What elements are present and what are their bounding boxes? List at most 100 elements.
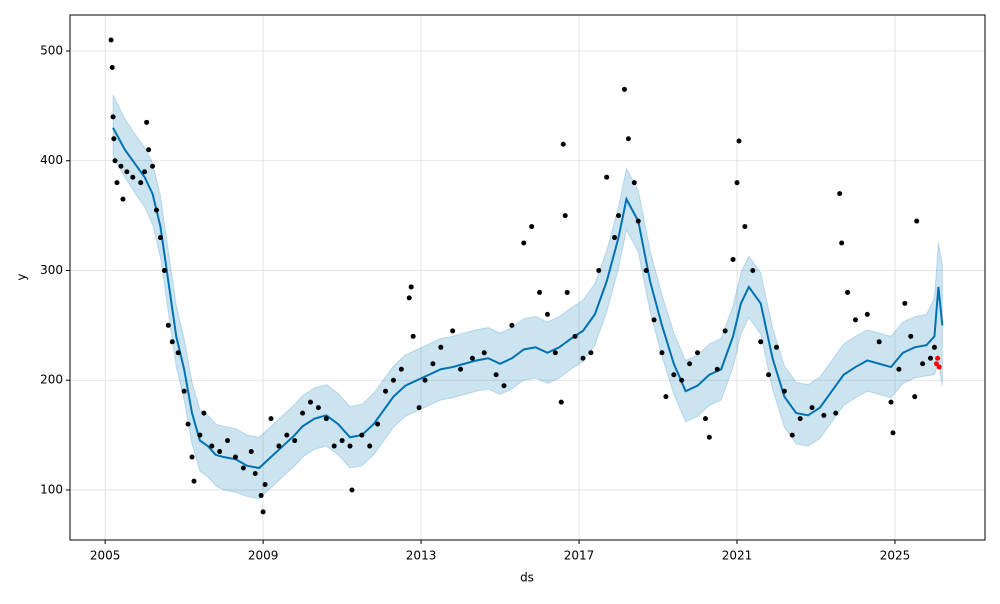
y-axis-label: y (15, 273, 29, 280)
data-point (928, 355, 934, 361)
data-point (408, 284, 414, 290)
data-point (375, 421, 381, 427)
data-point (659, 350, 665, 356)
x-tick-label: 2005 (90, 549, 121, 563)
data-point (596, 267, 602, 273)
data-point (580, 355, 586, 361)
data-point (258, 492, 264, 498)
data-point (201, 410, 207, 416)
data-point (398, 366, 404, 372)
x-tick-label: 2017 (564, 549, 595, 563)
data-point (837, 191, 843, 197)
data-point (458, 366, 464, 372)
data-point (631, 180, 637, 186)
data-point (109, 64, 115, 70)
data-point (679, 377, 685, 383)
data-point (185, 421, 191, 427)
data-point (367, 443, 373, 449)
data-point (349, 487, 355, 493)
data-point (422, 377, 428, 383)
data-point (339, 438, 345, 444)
data-point (734, 180, 740, 186)
data-point (750, 267, 756, 273)
y-tick-label: 200 (40, 373, 63, 387)
data-point (742, 224, 748, 230)
data-point (390, 377, 396, 383)
data-point (604, 174, 610, 180)
data-point (191, 478, 197, 484)
data-point (493, 372, 499, 378)
data-point (323, 416, 329, 422)
data-point (181, 388, 187, 394)
data-point (537, 289, 543, 295)
data-point (383, 388, 389, 394)
data-point (625, 136, 631, 142)
y-tick-label: 500 (40, 43, 63, 57)
data-point (876, 339, 882, 345)
data-point (157, 235, 163, 241)
x-tick-label: 2021 (722, 549, 753, 563)
data-point (821, 412, 827, 418)
data-point (292, 438, 298, 444)
data-point (209, 443, 215, 449)
data-point (225, 438, 231, 444)
data-point (552, 350, 558, 356)
data-point (936, 364, 942, 370)
data-point (612, 235, 618, 241)
data-point (839, 240, 845, 246)
data-point (651, 317, 657, 323)
data-point (262, 481, 268, 487)
data-point (175, 350, 181, 356)
data-point (562, 213, 568, 219)
data-point (150, 163, 156, 169)
plot-frame (69, 14, 986, 541)
data-point (935, 355, 941, 361)
data-point (165, 322, 171, 328)
data-point (560, 141, 566, 147)
data-point (232, 454, 238, 460)
data-point (687, 361, 693, 367)
data-point (890, 430, 896, 436)
data-point (896, 366, 902, 372)
data-point (331, 443, 337, 449)
data-point (110, 114, 116, 120)
data-point (643, 267, 649, 273)
data-point (118, 163, 124, 169)
x-tick-label: 2013 (406, 549, 437, 563)
data-point (931, 344, 937, 350)
data-point (809, 405, 815, 411)
data-point (766, 372, 772, 378)
data-point (558, 399, 564, 405)
data-point (410, 333, 416, 339)
forecast-line (112, 127, 944, 470)
data-point (268, 416, 274, 422)
x-axis-label: ds (520, 571, 534, 585)
data-point (902, 300, 908, 306)
y-tick-label: 400 (40, 153, 63, 167)
data-point (406, 295, 412, 301)
data-point (248, 449, 254, 455)
data-point (284, 432, 290, 438)
y-tick-label: 100 (40, 482, 63, 496)
data-point (112, 158, 118, 164)
data-point (933, 361, 939, 367)
data-point (501, 383, 507, 389)
data-point (773, 344, 779, 350)
data-point (120, 196, 126, 202)
data-point (169, 339, 175, 345)
data-point (240, 465, 246, 471)
data-point (130, 174, 136, 180)
data-point (797, 416, 803, 422)
data-point (481, 350, 487, 356)
data-point (252, 470, 258, 476)
x-tick-label: 2025 (880, 549, 911, 563)
data-point (430, 361, 436, 367)
data-point (469, 355, 475, 361)
data-point (914, 218, 920, 224)
data-point (588, 350, 594, 356)
data-point (161, 267, 167, 273)
data-point (572, 333, 578, 339)
data-point (509, 322, 515, 328)
data-point (315, 405, 321, 411)
